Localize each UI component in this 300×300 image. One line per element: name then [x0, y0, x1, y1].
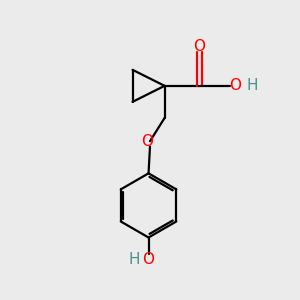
Text: O: O — [230, 78, 242, 93]
Text: H: H — [128, 253, 140, 268]
Text: H: H — [246, 78, 258, 93]
Text: O: O — [194, 39, 206, 54]
Text: O: O — [141, 134, 153, 149]
Text: O: O — [142, 253, 154, 268]
